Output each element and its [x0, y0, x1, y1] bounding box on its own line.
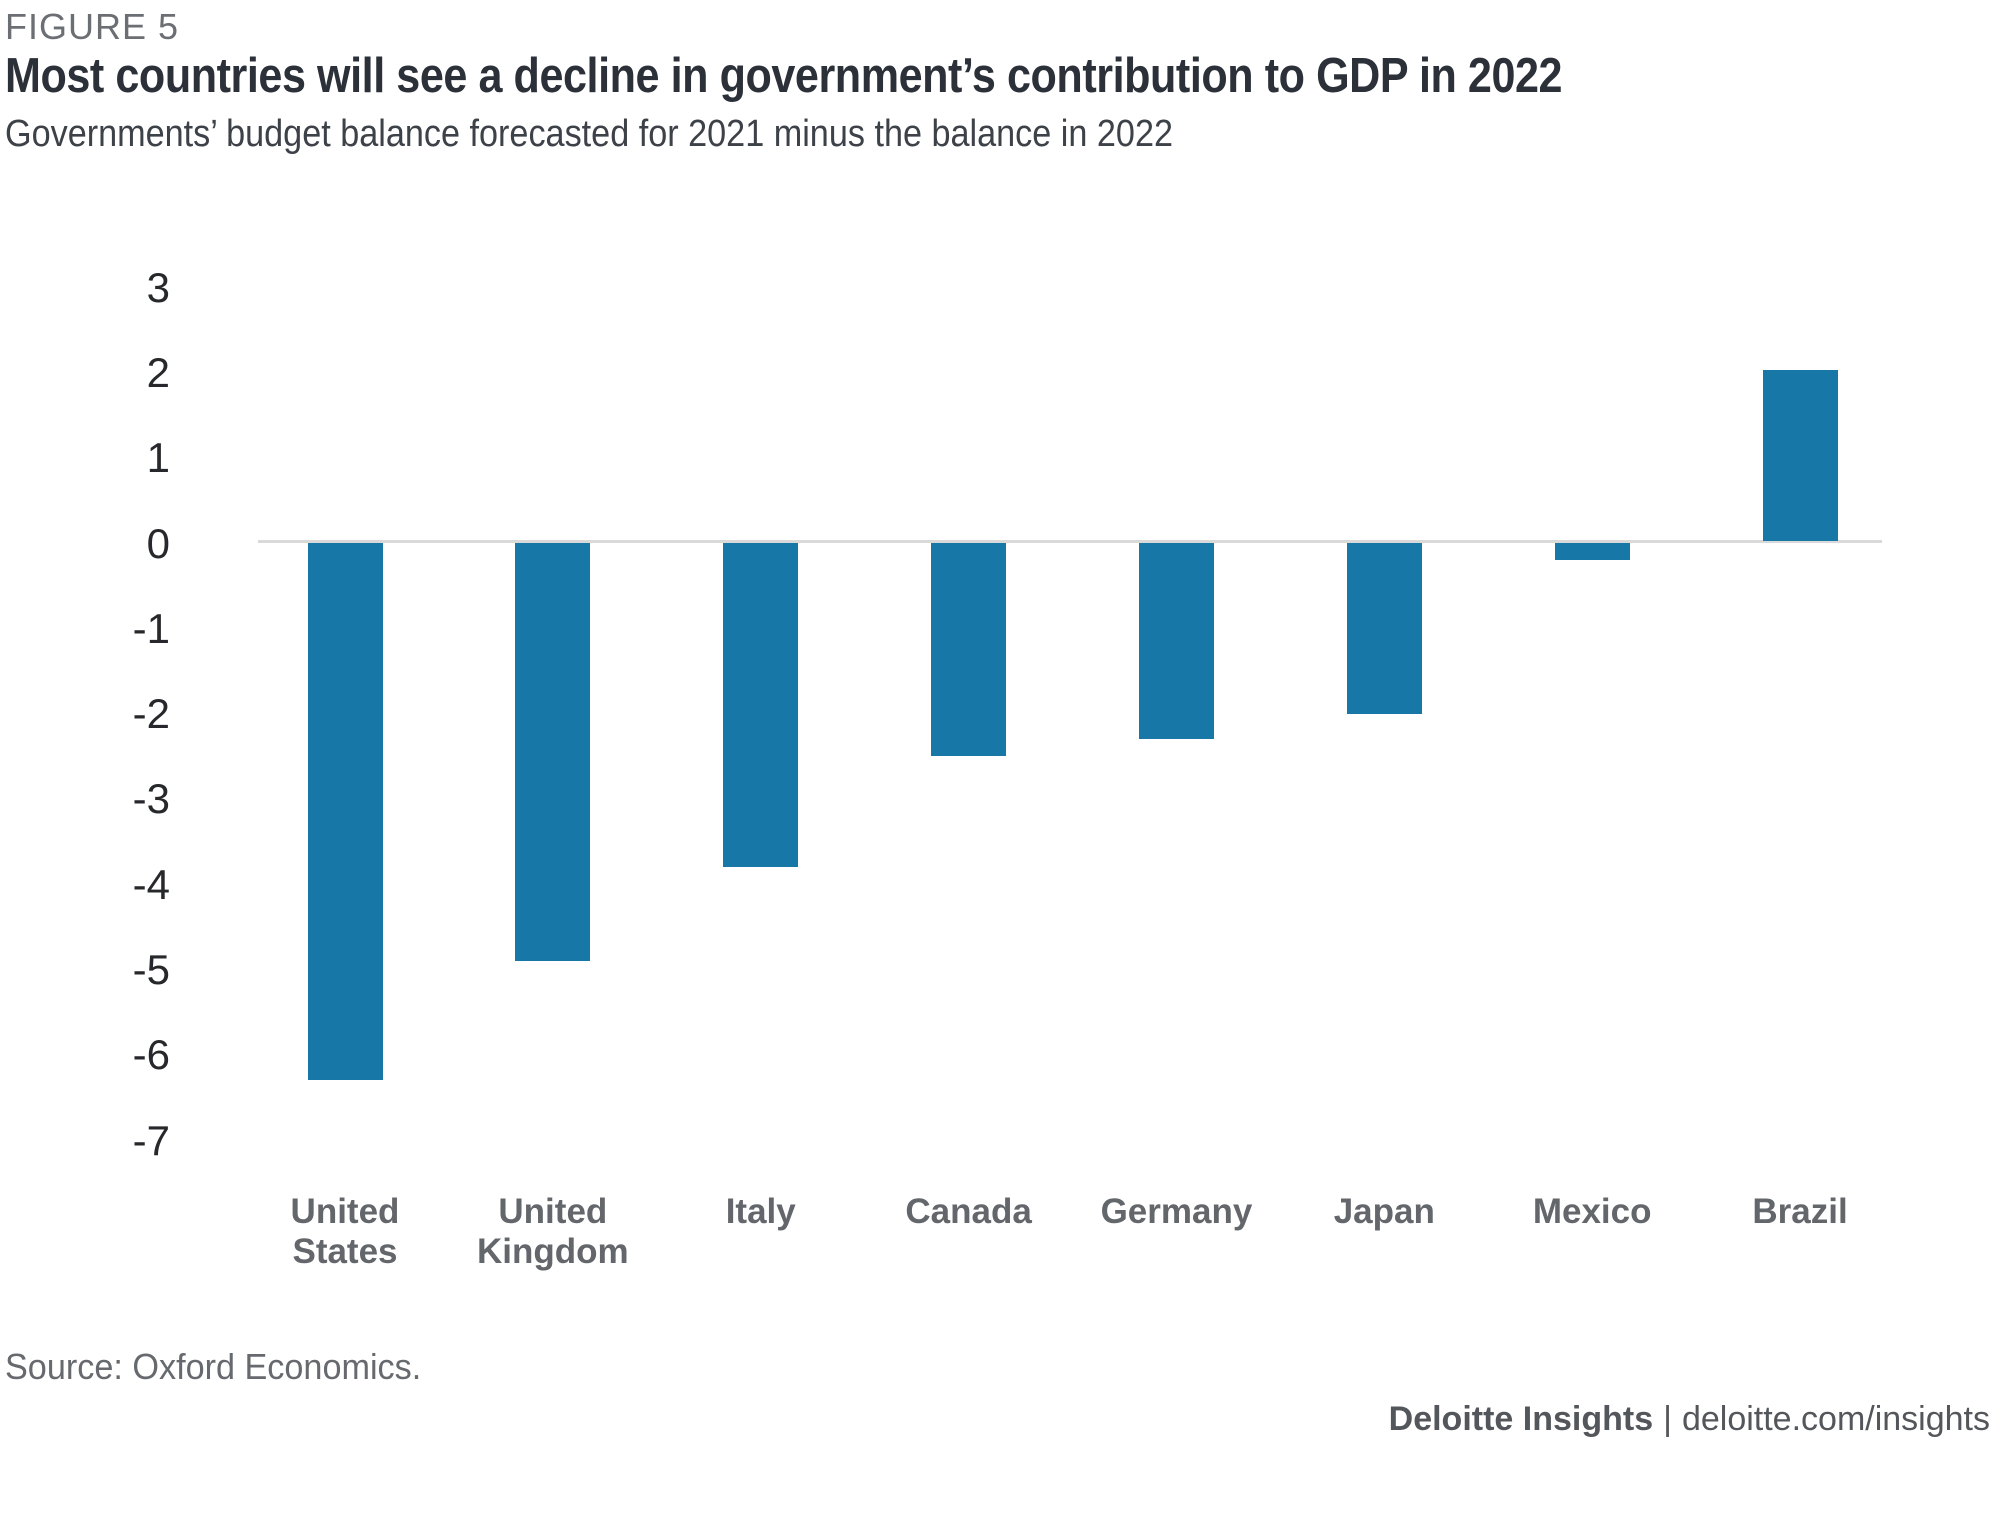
bar-chart-plot: 3 2 1 0 -1 -2 -3 -4 -5 -6 -7 United States United K… [132, 263, 1882, 1271]
x-category-label: United States [290, 1192, 400, 1271]
x-category-label: Germany [1100, 1192, 1253, 1231]
footer-branding: Deloitte Insights | deloitte.com/insights [1389, 1400, 1990, 1439]
footer-url-text: deloitte.com/insights [1681, 1400, 1990, 1438]
bar-united-states [307, 543, 383, 1081]
bar-italy [723, 543, 799, 868]
y-tick-label: -4 [132, 860, 170, 908]
y-tick-label: 3 [146, 263, 170, 311]
y-tick-label: 2 [146, 348, 170, 396]
chart-title: Most countries will see a decline in gov… [5, 49, 1563, 103]
y-tick-label: -2 [132, 690, 170, 738]
y-tick-label: -5 [132, 946, 170, 993]
bar-germany [1138, 543, 1214, 740]
y-tick-label: 0 [146, 519, 170, 567]
x-category-label: Brazil [1752, 1192, 1848, 1231]
chart-subtitle: Governments’ budget balance forecasted f… [5, 113, 1174, 155]
bar-united-kingdom [515, 543, 591, 961]
x-category-label: Canada [905, 1192, 1032, 1231]
bar-japan [1346, 543, 1422, 714]
y-tick-label: -6 [132, 1031, 170, 1079]
x-category-label: United Kingdom [477, 1192, 629, 1271]
footer-brand-text: Deloitte Insights [1388, 1400, 1654, 1438]
zero-baseline [258, 540, 1882, 543]
figure-number-label: FIGURE 5 [5, 6, 180, 47]
x-category-label: Mexico [1532, 1192, 1652, 1231]
x-category-label: Italy [725, 1192, 796, 1231]
bar-mexico [1554, 543, 1630, 561]
y-tick-label: -7 [132, 1116, 170, 1164]
x-category-label: Japan [1333, 1192, 1435, 1231]
footer-separator: | [1663, 1400, 1672, 1438]
bar-canada [931, 543, 1007, 757]
y-tick-label: 1 [146, 434, 170, 482]
bar-brazil [1762, 370, 1838, 541]
y-tick-label: -1 [132, 604, 170, 652]
source-note: Source: Oxford Economics. [5, 1346, 422, 1387]
y-tick-label: -3 [132, 775, 170, 823]
